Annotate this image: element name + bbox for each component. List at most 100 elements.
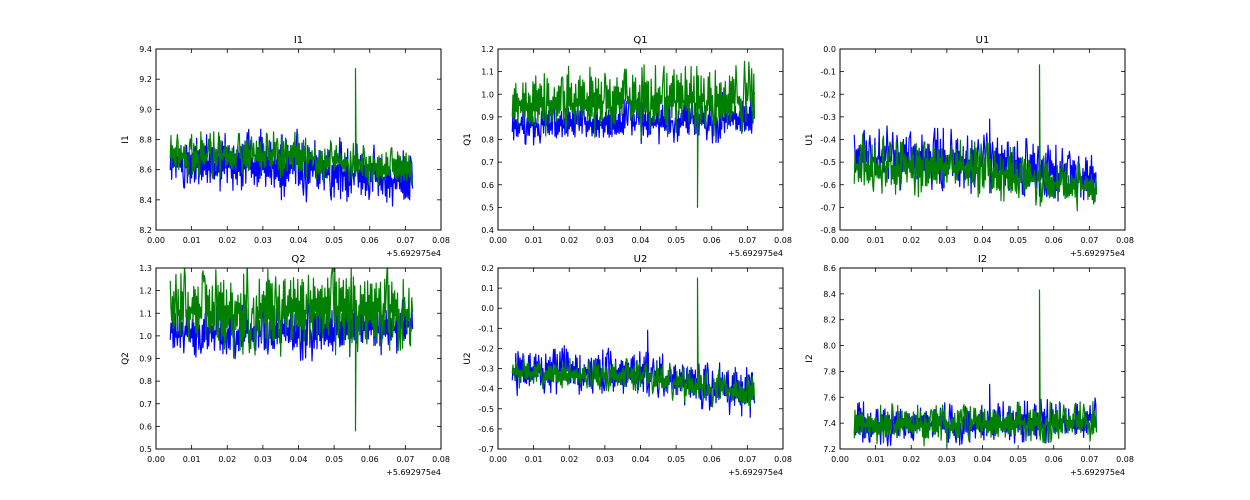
panel-i1-xtick-label: 0.01 <box>183 236 201 245</box>
panel-u2-ytick-label: -0.7 <box>478 445 494 454</box>
panel-u1-title: U1 <box>976 35 990 46</box>
panel-u1-ylabel: U1 <box>805 133 815 145</box>
panel-i1-xtick-label: 0.02 <box>218 236 236 245</box>
panel-q1-ylabel: Q1 <box>463 133 473 146</box>
panel-i1-series-green <box>169 68 414 186</box>
panel-q2-ytick-label: 0.7 <box>139 400 152 409</box>
panel-q2-xtick-label: 0.06 <box>361 455 379 464</box>
panel-q2-ytick-label: 0.6 <box>139 422 152 431</box>
panel-u1-ytick-label: -0.1 <box>820 68 836 77</box>
panel-q1-xtick-label: 0.06 <box>703 236 721 245</box>
panel-u2-ytick-label: 0.1 <box>481 284 494 293</box>
panel-i1-xtick-label: 0.00 <box>147 236 165 245</box>
panel-q1-xtick-label: 0.01 <box>525 236 543 245</box>
panel-u2-xtick-label: 0.04 <box>632 455 650 464</box>
panel-i2-ytick-label: 7.2 <box>823 445 836 454</box>
panel-q2-ytick-label: 0.5 <box>139 445 152 454</box>
panel-u2-x-offset-label: +5.692975e4 <box>728 468 783 477</box>
panel-u1-xtick-label: 0.05 <box>1009 236 1027 245</box>
panel-q2-ytick-label: 1.0 <box>139 332 152 341</box>
panel-q1-ytick-label: 0.8 <box>481 136 494 145</box>
panel-i1-ytick-label: 9.4 <box>139 45 152 54</box>
panel-q2-xtick-label: 0.00 <box>147 455 165 464</box>
panel-q2-xtick-label: 0.07 <box>396 455 414 464</box>
panel-i1-xtick-label: 0.05 <box>325 236 343 245</box>
panel-u2-xtick-label: 0.03 <box>596 455 614 464</box>
panel-q1-x-offset-label: +5.692975e4 <box>728 249 783 258</box>
panel-i1-xtick-label: 0.03 <box>254 236 272 245</box>
panel-i1-ytick-label: 9.2 <box>139 75 152 84</box>
panel-i1-ytick-label: 9.0 <box>139 105 152 114</box>
panel-u2-xtick-label: 0.08 <box>774 455 792 464</box>
panel-q1-title: Q1 <box>633 35 647 46</box>
panel-u2-ytick-label: 0.0 <box>481 304 494 313</box>
panel-u2-xtick-label: 0.02 <box>560 455 578 464</box>
panel-u2-xtick-label: 0.00 <box>489 455 507 464</box>
panel-q1-xtick-label: 0.08 <box>774 236 792 245</box>
panel-i2-xtick-label: 0.06 <box>1045 455 1063 464</box>
panel-u2-ytick-label: -0.6 <box>478 425 494 434</box>
panel-q1-ytick-label: 1.0 <box>481 90 494 99</box>
panel-u2-plot-area <box>511 277 756 418</box>
panel-q1-ytick-label: 0.4 <box>481 226 494 235</box>
panel-i2-xtick-label: 0.02 <box>902 455 920 464</box>
panel-u1-xtick-label: 0.03 <box>938 236 956 245</box>
panel-u2-ytick-label: 0.2 <box>481 264 494 273</box>
panel-q1-ytick-label: 0.6 <box>481 181 494 190</box>
panel-q1-xtick-label: 0.05 <box>667 236 685 245</box>
panel-i1-ytick-label: 8.2 <box>139 226 152 235</box>
panel-i2-xtick-label: 0.00 <box>831 455 849 464</box>
panel-u1-ytick-label: -0.6 <box>820 181 836 190</box>
panel-i1-ytick-label: 8.6 <box>139 166 152 175</box>
panel-i1-xtick-label: 0.06 <box>361 236 379 245</box>
panel-q1-xtick-label: 0.00 <box>489 236 507 245</box>
panel-u2-ytick-label: -0.4 <box>478 385 494 394</box>
panel-i1-xtick-label: 0.08 <box>432 236 450 245</box>
panel-q2-x-offset-label: +5.692975e4 <box>386 468 441 477</box>
panel-u1-ytick-label: -0.2 <box>820 90 836 99</box>
panel-q1-ytick-label: 0.5 <box>481 203 494 212</box>
panel-u2: 0.00 0.01 0.02 0.03 0.04 0.05 0.06 0.07 0.08 -0.7… <box>463 254 792 477</box>
panel-u1-ytick-label: 0.0 <box>823 45 836 54</box>
panel-q1-ytick-label: 1.1 <box>481 68 494 77</box>
panel-u2-ytick-label: -0.5 <box>478 405 494 414</box>
panel-i1-plot-area <box>169 68 414 207</box>
panel-i1-ytick-label: 8.4 <box>139 196 152 205</box>
panel-q2-xtick-label: 0.08 <box>432 455 450 464</box>
panel-i2: 0.00 0.01 0.02 0.03 0.04 0.05 0.06 0.07 0.08 7.2 7… <box>805 254 1134 477</box>
panel-q1-ytick-label: 0.7 <box>481 158 494 167</box>
panel-u2-xtick-label: 0.07 <box>738 455 756 464</box>
panel-u1-xtick-label: 0.04 <box>974 236 992 245</box>
panel-i1-ytick-label: 8.8 <box>139 136 152 145</box>
panel-i2-title: I2 <box>978 254 987 265</box>
panel-i1-xtick-label: 0.07 <box>396 236 414 245</box>
panel-u2-title: U2 <box>634 254 648 265</box>
panel-q1-ytick-label: 0.9 <box>481 113 494 122</box>
panel-u1-series-green <box>853 64 1098 212</box>
panel-q2-ytick-label: 1.3 <box>139 264 152 273</box>
panel-i2-xtick-label: 0.01 <box>867 455 885 464</box>
panel-u2-ylabel: U2 <box>463 352 473 364</box>
panel-q2-xtick-label: 0.03 <box>254 455 272 464</box>
panel-u2-ytick-label: -0.2 <box>478 344 494 353</box>
panel-i2-ytick-label: 8.0 <box>823 342 836 351</box>
panel-i2-ytick-label: 8.6 <box>823 264 836 273</box>
panel-i2-ytick-label: 8.4 <box>823 290 836 299</box>
panel-u1-xtick-label: 0.06 <box>1045 236 1063 245</box>
panel-q2: 0.00 0.01 0.02 0.03 0.04 0.05 0.06 0.07 0.08 0.5 0… <box>121 254 450 477</box>
panel-i2-ytick-label: 7.6 <box>823 393 836 402</box>
panel-q2-ylabel: Q2 <box>121 352 131 365</box>
panel-q2-xtick-label: 0.01 <box>183 455 201 464</box>
panel-u1-x-offset-label: +5.692975e4 <box>1070 249 1125 258</box>
panel-u2-ytick-label: -0.3 <box>478 365 494 374</box>
panel-u1-ytick-label: -0.5 <box>820 158 836 167</box>
panel-q1-plot-area <box>511 60 756 208</box>
panel-q1-xtick-label: 0.02 <box>560 236 578 245</box>
panel-q1-series-green <box>511 60 756 208</box>
panel-i2-ytick-label: 7.4 <box>823 419 836 428</box>
panel-q2-xtick-label: 0.05 <box>325 455 343 464</box>
panel-i1-title: I1 <box>294 35 303 46</box>
panel-u1-xtick-label: 0.00 <box>831 236 849 245</box>
panel-u1-plot-area <box>853 64 1098 212</box>
